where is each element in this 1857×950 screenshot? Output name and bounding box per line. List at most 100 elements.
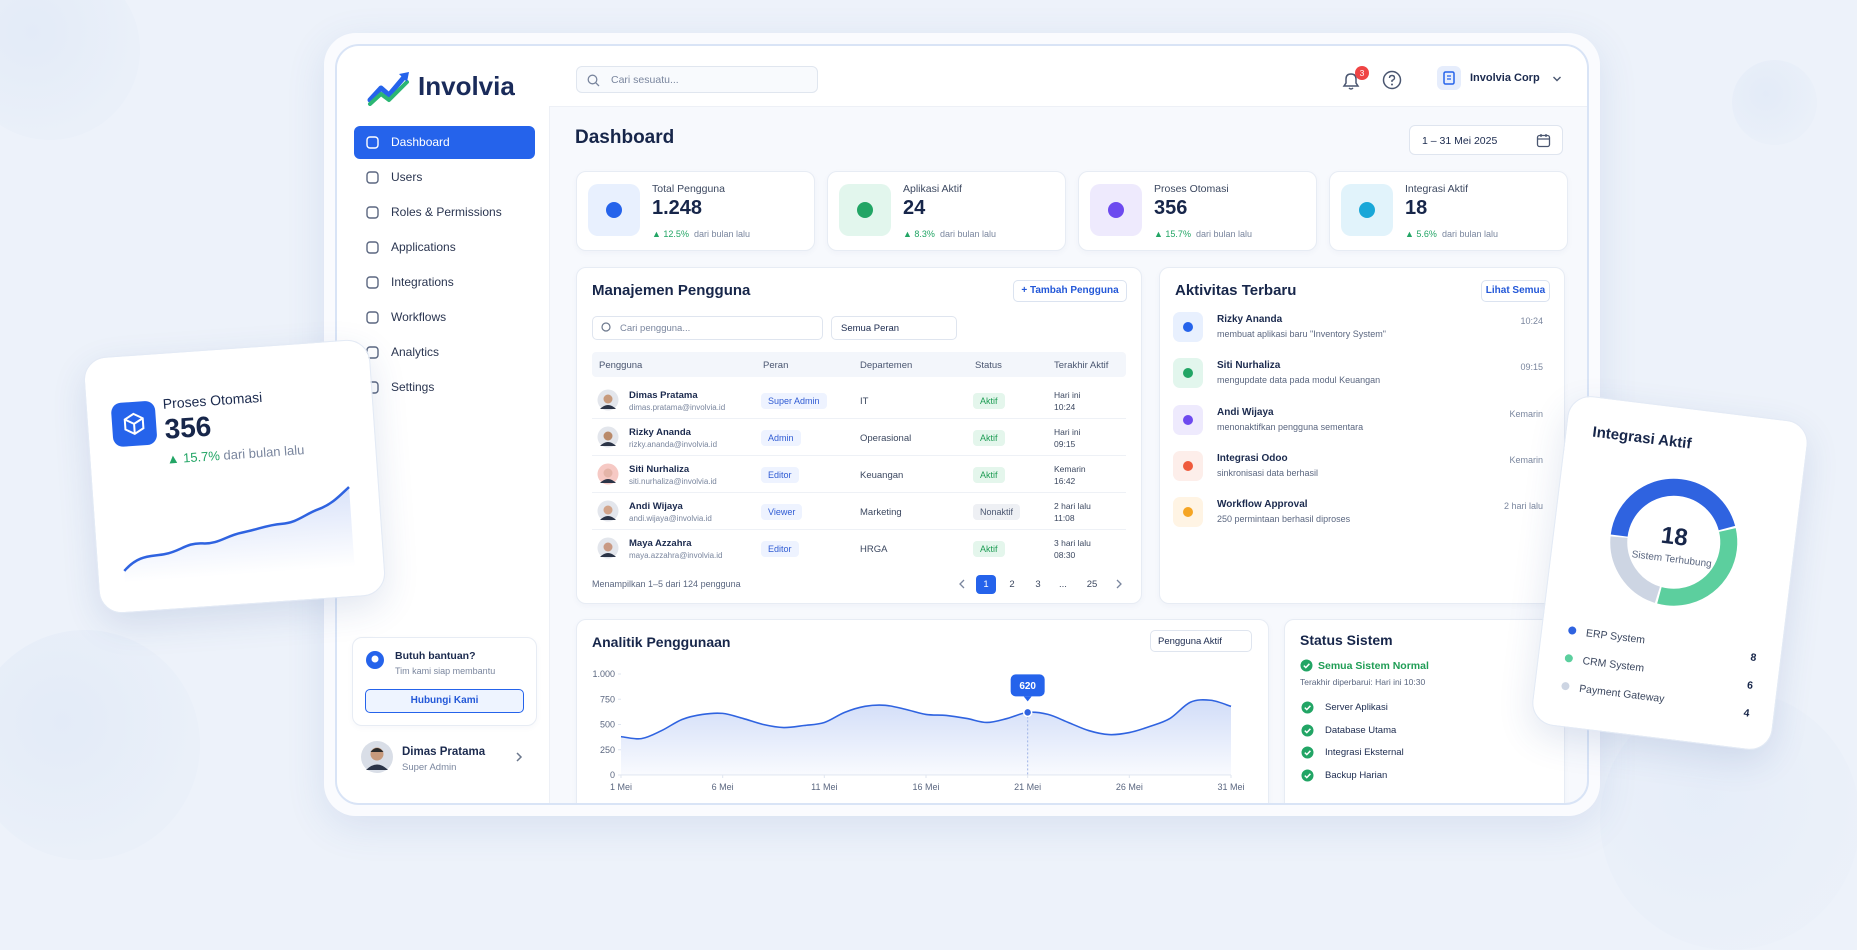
avatar-face bbox=[603, 505, 613, 515]
status-summary: Semua Sistem Normal bbox=[1318, 660, 1429, 672]
activity-name: Workflow Approval bbox=[1217, 499, 1308, 511]
help-title: Butuh bantuan? bbox=[395, 650, 476, 662]
line bbox=[620, 699, 1232, 740]
row-divider bbox=[592, 492, 1126, 493]
activity-name: Siti Nurhaliza bbox=[1217, 360, 1281, 372]
row-last-day: Hari ini bbox=[1054, 390, 1081, 400]
page-button[interactable]: ... bbox=[1059, 579, 1067, 590]
row-avatar bbox=[597, 463, 619, 485]
stat-value: 356 bbox=[1154, 197, 1188, 219]
row-last-day: Hari ini bbox=[1054, 427, 1081, 437]
date-picker[interactable]: 1 – 31 Mei 2025 bbox=[1409, 125, 1563, 155]
row-last-day: 2 hari lalu bbox=[1054, 501, 1091, 511]
x-tick-label: 21 Mei bbox=[1014, 782, 1041, 792]
stat-note: dari bulan lalu bbox=[1441, 229, 1498, 239]
page-button[interactable]: 2 bbox=[1009, 579, 1015, 590]
see-all-button[interactable]: Lihat Semua bbox=[1481, 280, 1550, 302]
glyph bbox=[1116, 579, 1122, 589]
contact-button[interactable]: Hubungi Kami bbox=[365, 689, 524, 713]
nav-icon bbox=[366, 206, 379, 219]
service-name: Integrasi Eksternal bbox=[1325, 747, 1404, 759]
nav-item[interactable]: Users bbox=[354, 161, 535, 194]
status-updated: Terakhir diperbarui: Hari ini 10:30 bbox=[1300, 677, 1426, 687]
nav-item[interactable]: Dashboard bbox=[354, 126, 535, 159]
nav-label: Workflows bbox=[391, 310, 447, 324]
add-user-button[interactable]: + Tambah Pengguna bbox=[1013, 280, 1127, 302]
x-tick-label: 6 Mei bbox=[712, 782, 734, 792]
page-button[interactable]: 1 bbox=[976, 575, 996, 594]
stat-icon bbox=[588, 184, 640, 236]
stat-icon bbox=[1090, 184, 1142, 236]
user-search[interactable]: Cari pengguna... bbox=[592, 316, 823, 340]
row-dept: Keuangan bbox=[860, 470, 904, 481]
row-name: Rizky Ananda bbox=[629, 427, 691, 438]
role-badge: Viewer bbox=[761, 504, 803, 520]
activity-time: Kemarin bbox=[1509, 454, 1543, 465]
metric-filter-label: Pengguna Aktif bbox=[1158, 636, 1222, 647]
chevron[interactable] bbox=[513, 751, 525, 763]
help-circle-icon[interactable] bbox=[1381, 69, 1403, 91]
bell-icon[interactable] bbox=[1340, 70, 1362, 92]
page-button[interactable]: 3 bbox=[1035, 579, 1041, 590]
stat-icon-glyph bbox=[857, 202, 873, 218]
column-header: Status bbox=[975, 360, 1002, 371]
brand-name: Involvia bbox=[418, 71, 515, 101]
status-badge: Aktif bbox=[973, 467, 1005, 483]
stat-label: Proses Otomasi bbox=[1154, 183, 1229, 195]
glyph bbox=[1304, 705, 1311, 711]
activity-name: Integrasi Odoo bbox=[1217, 452, 1288, 464]
user-name: Dimas Pratama bbox=[402, 746, 486, 758]
nav-item[interactable]: Settings bbox=[354, 371, 535, 404]
glyph bbox=[1183, 507, 1193, 518]
service-name: Server Aplikasi bbox=[1325, 702, 1388, 713]
search-box[interactable]: Cari sesuatu... bbox=[576, 66, 818, 93]
org-name[interactable]: Involvia Corp bbox=[1470, 72, 1540, 84]
nav-item[interactable]: Workflows bbox=[354, 301, 535, 334]
stat-icon bbox=[110, 400, 158, 448]
row-last-time: 16:42 bbox=[1054, 476, 1076, 486]
float-change: ▲ 15.7% dari bulan lalu bbox=[166, 442, 305, 467]
activity-glyph bbox=[1183, 414, 1193, 425]
stat-icon-glyph bbox=[1359, 202, 1375, 218]
activity-time: 2 hari lalu bbox=[1503, 501, 1543, 512]
float-value: 356 bbox=[163, 410, 213, 445]
avatar-body bbox=[600, 405, 616, 409]
activity-time: Kemarin bbox=[1509, 408, 1543, 419]
column-header: Departemen bbox=[860, 360, 913, 371]
glyph bbox=[1108, 202, 1124, 218]
stat-change-value: 5.6% bbox=[1416, 229, 1437, 239]
row-dept: Marketing bbox=[860, 507, 902, 518]
nav-item[interactable]: Applications bbox=[354, 231, 535, 264]
metric-filter[interactable]: Pengguna Aktif bbox=[1150, 630, 1252, 652]
donut-segment bbox=[1610, 478, 1738, 606]
date-range: 1 – 31 Mei 2025 bbox=[1422, 135, 1498, 147]
nav-icon-shape bbox=[366, 241, 379, 254]
bg-blob bbox=[0, 630, 200, 860]
activity-icon bbox=[1173, 312, 1203, 342]
panel-title: Aktivitas Terbaru bbox=[1175, 282, 1297, 299]
glyph bbox=[1301, 724, 1314, 737]
nav-item[interactable]: Analytics bbox=[354, 336, 535, 369]
nav-item[interactable]: Roles & Permissions bbox=[354, 196, 535, 229]
table-footer: Menampilkan 1–5 dari 124 pengguna bbox=[592, 579, 741, 589]
page-button[interactable]: 25 bbox=[1086, 579, 1098, 590]
stat-card: Integrasi Aktif 18 ▲ 5.6% dari bulan lalu bbox=[1329, 171, 1568, 251]
stat-note: dari bulan lalu bbox=[693, 229, 750, 239]
stat-change-value: 8.3% bbox=[914, 229, 935, 239]
legend-dot bbox=[1561, 682, 1570, 691]
activity-text: mengupdate data pada modul Keuangan bbox=[1217, 375, 1381, 386]
legend-value: 8 bbox=[1750, 651, 1757, 664]
role-filter[interactable]: Semua Peran bbox=[831, 316, 957, 340]
nav-item[interactable]: Integrations bbox=[354, 266, 535, 299]
status-ok-icon bbox=[1300, 659, 1313, 672]
donut-center-label: Sistem Terhubung bbox=[1631, 549, 1712, 570]
glyph bbox=[606, 202, 622, 218]
nav-icon-shape bbox=[366, 171, 379, 184]
activity-text: sinkronisasi data berhasil bbox=[1217, 467, 1319, 478]
row-email: siti.nurhaliza@involvia.id bbox=[629, 477, 717, 486]
chevron-down[interactable] bbox=[1552, 74, 1562, 84]
avatar-body bbox=[600, 553, 616, 557]
panel-title: Analitik Penggunaan bbox=[592, 634, 731, 650]
row-divider bbox=[592, 455, 1126, 456]
